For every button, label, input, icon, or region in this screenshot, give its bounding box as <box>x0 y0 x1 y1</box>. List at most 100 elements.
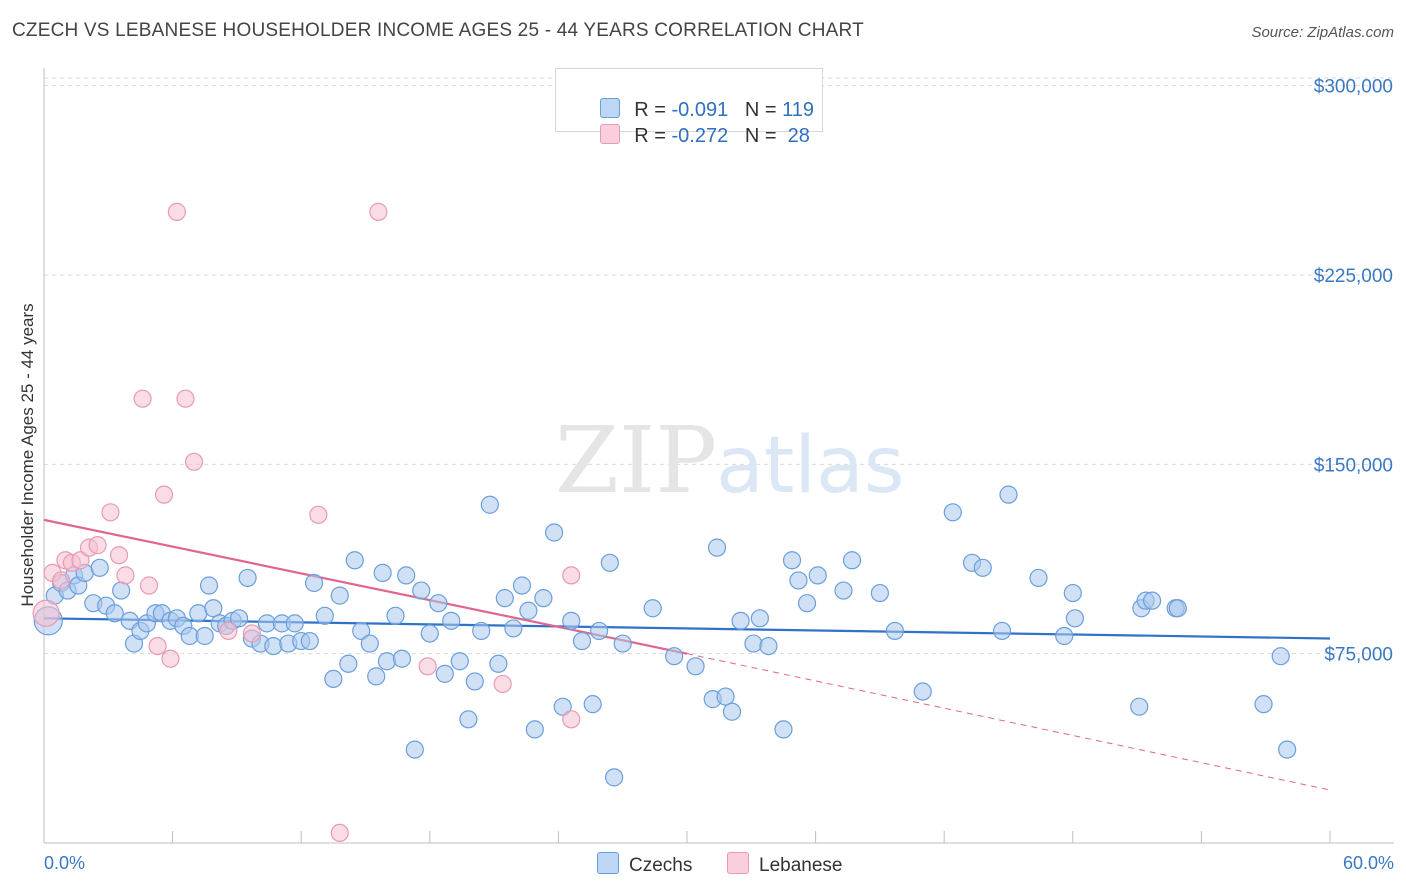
lebanese-point <box>88 536 107 555</box>
axes <box>43 68 1394 844</box>
czech-point <box>750 609 769 628</box>
legend-lebanese-label: Lebanese <box>759 855 843 876</box>
czech-point <box>339 654 358 673</box>
legend-r-label: R = <box>634 125 672 147</box>
lebanese-trend-line <box>43 518 688 655</box>
czech-point <box>590 621 609 641</box>
czech-point <box>429 594 448 613</box>
czech-point <box>1130 697 1149 716</box>
legend-n-label: N = <box>744 99 783 121</box>
czech-point <box>90 558 109 577</box>
legend-r-value: -0.272 <box>671 125 729 147</box>
lebanese-point <box>309 505 328 524</box>
czech-point <box>386 606 405 625</box>
czech-point <box>442 611 461 630</box>
czech-point <box>512 576 532 595</box>
lebanese-point <box>116 566 135 585</box>
czech-point <box>360 634 379 653</box>
lebanese-point <box>32 599 60 627</box>
czech-point <box>264 636 283 656</box>
czech-point <box>459 710 478 729</box>
czech-point <box>504 619 523 638</box>
czech-point <box>744 634 763 653</box>
czech-point <box>345 551 364 570</box>
lebanese-points <box>32 202 581 843</box>
czech-point <box>1029 568 1048 588</box>
czech-point <box>789 571 808 590</box>
czech-point <box>808 566 827 585</box>
czech-point <box>545 523 564 542</box>
czech-point <box>572 631 592 651</box>
czech-point <box>450 652 469 671</box>
czech-point <box>686 657 705 676</box>
y-axis-label: Householder Income Ages 25 - 44 years <box>18 303 37 606</box>
czech-point <box>722 702 742 721</box>
czech-point <box>105 604 124 623</box>
lebanese-point <box>562 710 581 729</box>
czech-point <box>885 621 905 641</box>
czech-point <box>204 599 223 618</box>
czech-point <box>1271 647 1290 666</box>
czech-point <box>525 720 544 739</box>
lebanese-point <box>418 657 437 676</box>
legend-item-lebanese: Lebanese <box>727 852 842 877</box>
y-tick-label: $150,000 <box>1314 455 1393 476</box>
y-tick-labels: $75,000 $150,000 $225,000 $300,000 <box>1314 77 1393 666</box>
lebanese-point <box>52 571 71 590</box>
x-tick-left: 0.0% <box>44 853 85 873</box>
czech-point <box>472 621 491 641</box>
y-tick-label: $75,000 <box>1324 645 1393 666</box>
czech-point <box>707 538 727 557</box>
czech-point <box>797 594 817 613</box>
gridlines <box>44 77 1394 655</box>
legend-n-value: 28 <box>782 125 810 147</box>
czech-point <box>665 647 684 666</box>
watermark-zip: ZIP <box>555 407 717 514</box>
chart-title: CZECH VS LEBANESE HOUSEHOLDER INCOME AGE… <box>12 20 864 41</box>
watermark-atlas: atlas <box>716 421 905 511</box>
lebanese-point <box>242 624 262 643</box>
czech-point <box>913 682 932 701</box>
trend-lines <box>43 518 1331 791</box>
legend-czechs-label: Czechs <box>629 855 693 876</box>
legend-row-lebanese: R = -0.272 N = 28 <box>578 101 810 147</box>
x-tick-right: 60.0% <box>1343 853 1394 873</box>
czech-point <box>324 669 343 689</box>
lebanese-point <box>562 566 581 585</box>
czech-point <box>405 740 424 759</box>
czech-point <box>943 503 962 522</box>
lebanese-point <box>101 503 120 522</box>
czech-point <box>367 667 386 686</box>
lebanese-point <box>167 202 186 221</box>
lebanese-point <box>369 202 388 221</box>
czech-point <box>870 583 890 603</box>
lebanese-point <box>176 389 195 408</box>
czech-point <box>352 621 371 641</box>
czech-point <box>112 581 131 600</box>
lebanese-swatch <box>600 124 621 144</box>
czech-point <box>583 695 602 714</box>
legend-item-czechs: Czechs <box>597 852 692 877</box>
czech-point <box>330 586 349 605</box>
lebanese-point <box>219 621 238 641</box>
czech-point <box>195 626 214 646</box>
czech-point <box>759 636 778 656</box>
czech-point <box>495 589 514 608</box>
czech-point <box>834 581 853 600</box>
czech-point <box>562 611 581 630</box>
czech-point <box>605 768 624 787</box>
czech-point <box>1168 599 1187 618</box>
lebanese-point <box>139 576 159 595</box>
czech-point <box>465 672 484 691</box>
czech-point <box>373 563 392 582</box>
lebanese-point <box>184 452 204 471</box>
czech-point <box>300 631 319 651</box>
czech-point <box>973 558 992 577</box>
czech-point <box>435 664 454 683</box>
czech-point <box>782 551 802 570</box>
czech-point <box>1143 591 1162 610</box>
czech-point <box>1254 695 1273 714</box>
lebanese-point <box>71 551 90 570</box>
czech-point <box>480 495 499 514</box>
